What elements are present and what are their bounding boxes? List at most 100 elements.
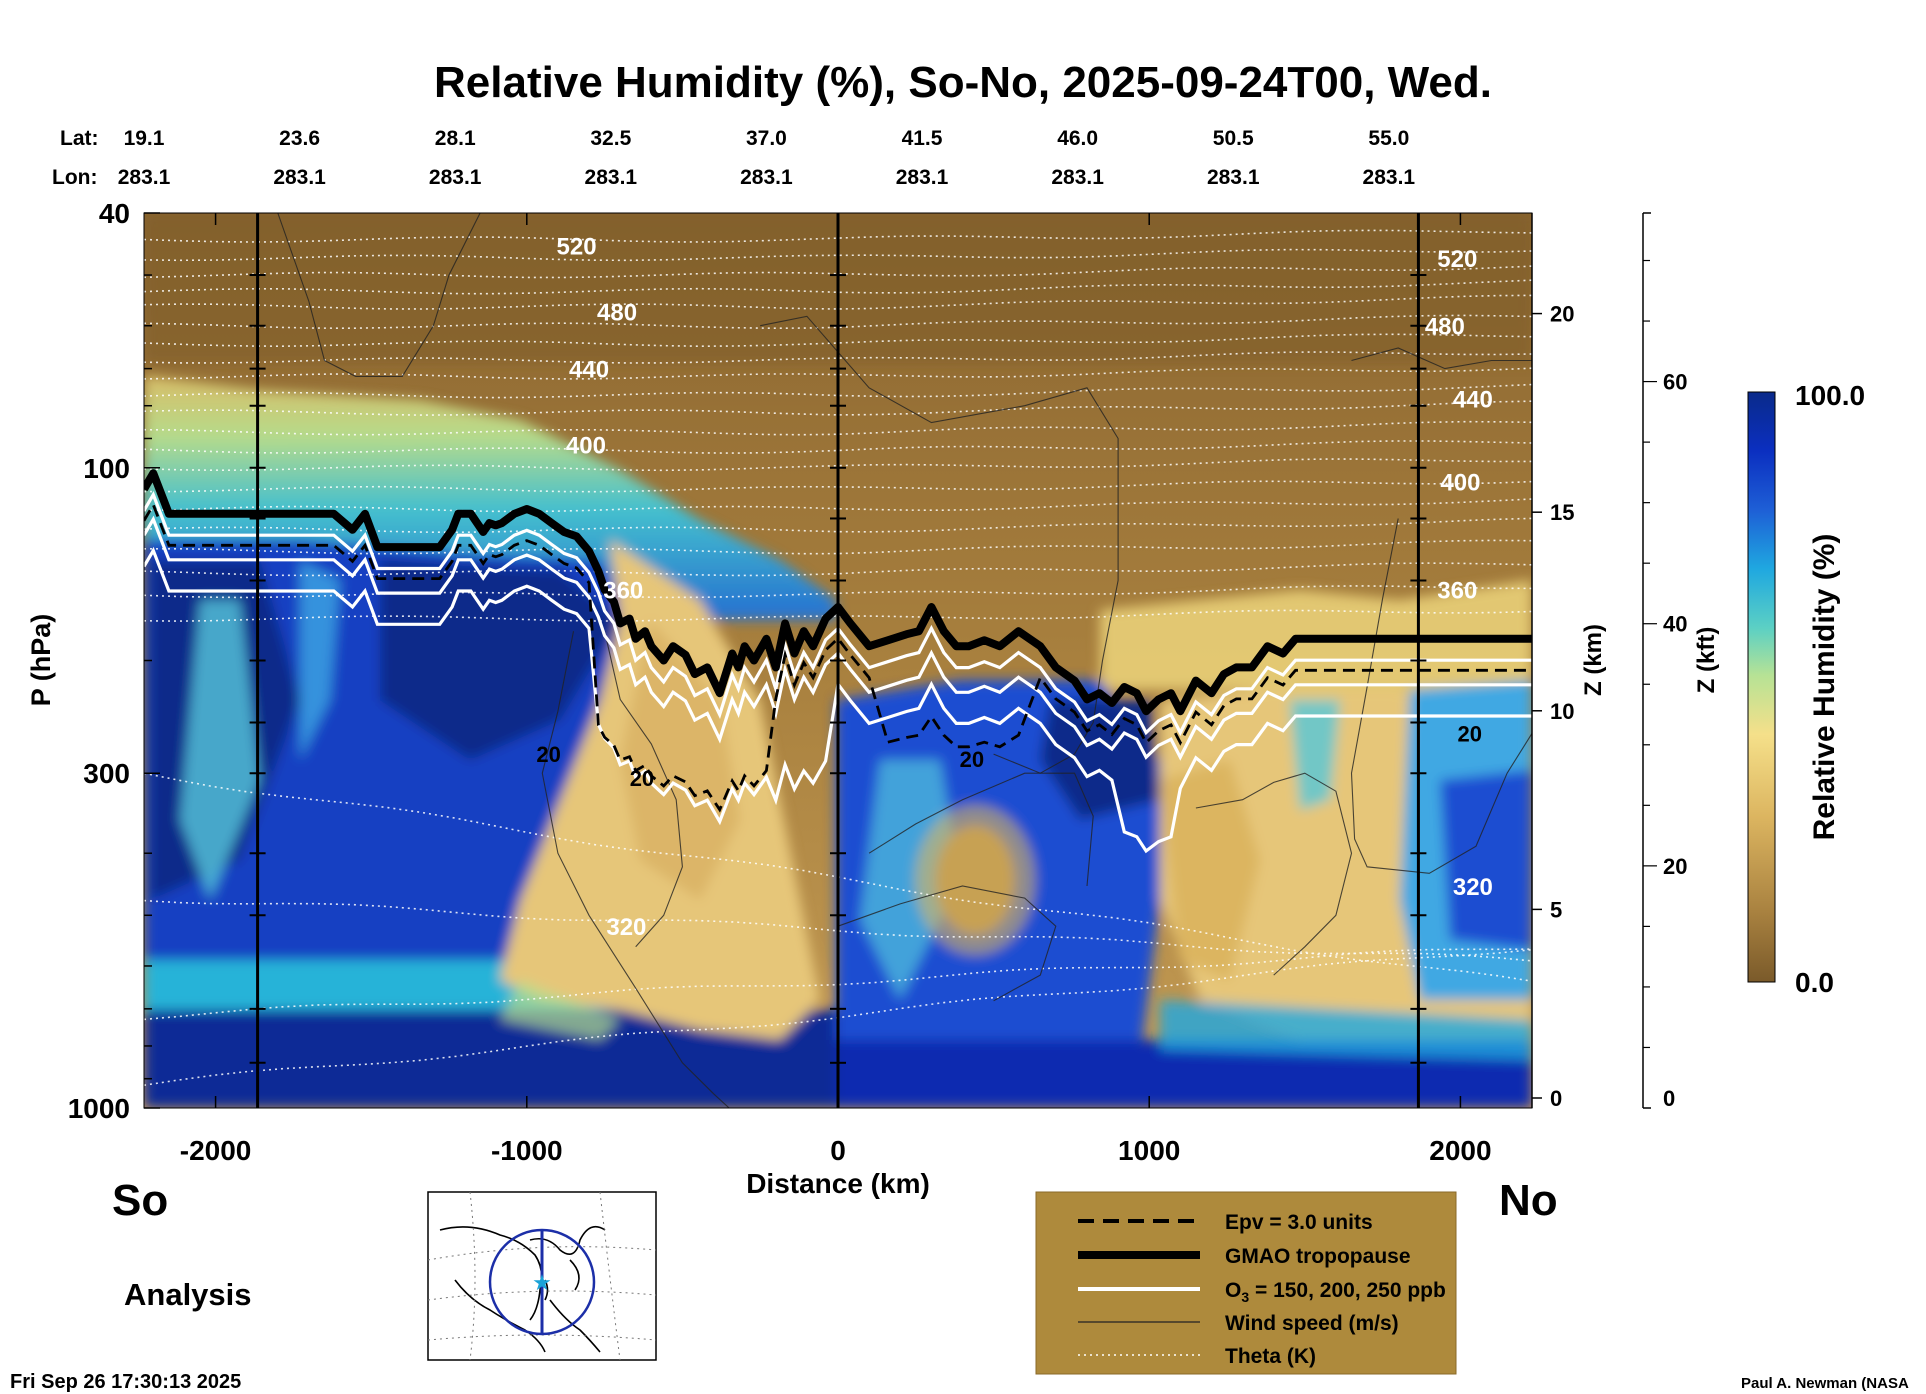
lat-value: 37.0 [746, 127, 787, 150]
epv-contours [144, 501, 1532, 813]
theta-label: 320 [1453, 874, 1493, 901]
x-axis-label: Distance (km) [746, 1168, 930, 1199]
lon-value: 283.1 [1207, 166, 1260, 189]
wind-contour [760, 315, 1119, 774]
z-kft-tick-label: 20 [1663, 854, 1687, 879]
theta-label: 440 [569, 357, 609, 384]
y-tick-label: 40 [99, 198, 130, 229]
z-km-tick-label: 0 [1550, 1086, 1562, 1111]
x-tick-label: 0 [830, 1135, 846, 1166]
lon-value: 283.1 [896, 166, 949, 189]
colorbar-title: Relative Humidity (%) [1808, 534, 1841, 841]
y-axis-pressure: 40 100 300 1000 [68, 198, 160, 1124]
wind-contour [277, 213, 481, 377]
z-kft-tick-label: 0 [1663, 1086, 1675, 1111]
wind-contour [541, 631, 730, 1108]
ozone-contours [144, 491, 1532, 854]
analysis-label: Analysis [124, 1277, 252, 1312]
x-axis: -2000 -1000 0 1000 2000 [180, 213, 1492, 1166]
z-kft-axis-label: Z (kft) [1693, 627, 1720, 694]
lat-value: 46.0 [1057, 127, 1098, 150]
lat-label: Lat: [60, 127, 99, 150]
wind-contour [604, 631, 683, 948]
wind-labels: 20 20 20 20 [536, 721, 1482, 790]
theta-contour [144, 899, 1532, 962]
wind-contour [1195, 772, 1353, 976]
y-tick-label: 300 [83, 758, 130, 789]
theta-label: 400 [1440, 469, 1480, 496]
y-axis-z-kft: 0 20 40 60 [1642, 212, 1687, 1111]
section-vertical-lines [249, 213, 1427, 1108]
y-tick-label: 100 [83, 453, 130, 484]
lat-value: 28.1 [435, 127, 476, 150]
colorbar: 100.0 0.0 Relative Humidity (%) [1747, 380, 1865, 998]
theta-label: 520 [1437, 246, 1477, 273]
theta-label: 480 [597, 299, 637, 326]
wind-label: 20 [1458, 721, 1482, 746]
lat-value: 23.6 [279, 127, 320, 150]
ozone-contour [144, 491, 1532, 737]
legend-label-wind: Wind speed (m/s) [1225, 1312, 1399, 1335]
north-label: No [1499, 1176, 1558, 1225]
legend-label-theta: Theta (K) [1225, 1345, 1316, 1368]
tropopause-path [144, 469, 1532, 716]
lon-value: 283.1 [429, 166, 482, 189]
legend: Epv = 3.0 units GMAO tropopause O3 = 150… [1035, 1191, 1457, 1375]
south-label: So [112, 1176, 168, 1225]
lon-value: 283.1 [118, 166, 171, 189]
wind-contour [1351, 347, 1532, 370]
lon-value: 283.1 [1051, 166, 1104, 189]
x-tick-label: -1000 [491, 1135, 563, 1166]
wind-contour [837, 885, 1057, 1002]
epv-contour [144, 501, 1532, 813]
lon-value: 283.1 [273, 166, 326, 189]
theta-label: 360 [1437, 578, 1477, 605]
tropopause-line [144, 469, 1532, 716]
x-tick-label: 2000 [1429, 1135, 1491, 1166]
lat-value: 32.5 [590, 127, 631, 150]
inset-center-marker-icon: ★ [532, 1270, 552, 1295]
theta-contour [144, 948, 1532, 1021]
theta-label: 480 [1425, 314, 1465, 341]
lat-value: 50.5 [1213, 127, 1254, 150]
lat-value: 55.0 [1368, 127, 1409, 150]
theta-label: 520 [557, 234, 597, 261]
theta-label: 360 [603, 578, 643, 605]
ozone-contour [144, 546, 1532, 854]
lon-label: Lon: [52, 166, 97, 189]
wind-label: 20 [960, 747, 984, 772]
z-km-tick-label: 20 [1550, 302, 1574, 327]
chart-title: Relative Humidity (%), So-No, 2025-09-24… [434, 58, 1492, 107]
legend-label-tropopause: GMAO tropopause [1225, 1245, 1411, 1268]
legend-label-ozone: O3 = 150, 200, 250 ppb [1225, 1279, 1446, 1305]
theta-label: 440 [1453, 387, 1493, 414]
x-tick-label: -2000 [180, 1135, 252, 1166]
z-km-tick-label: 15 [1550, 500, 1574, 525]
lat-value: 19.1 [124, 127, 165, 150]
heatmap-field [144, 213, 1532, 1108]
lat-value: 41.5 [902, 127, 943, 150]
wind-contour [868, 772, 1094, 887]
wind-label: 20 [630, 766, 654, 791]
credit: Paul A. Newman (NASA [1741, 1375, 1909, 1392]
x-tick-label: 1000 [1118, 1135, 1180, 1166]
wind-contours [277, 213, 1532, 1108]
timestamp: Fri Sep 26 17:30:13 2025 [10, 1371, 241, 1393]
y-axis-z-km: 0 5 10 15 20 [1531, 213, 1574, 1111]
y-tick-label: 1000 [68, 1093, 130, 1124]
theta-labels: 520 480 440 400 360 320 520 480 440 400 360 320 [557, 234, 1493, 941]
wind-label: 20 [536, 742, 560, 767]
lon-value: 283.1 [585, 166, 638, 189]
theta-label: 400 [566, 433, 606, 460]
colorbar-min-label: 0.0 [1795, 967, 1834, 998]
z-km-tick-label: 10 [1550, 699, 1574, 724]
inset-map: ★ [427, 1191, 657, 1361]
lat-lon-header: Lat: Lon: 19.1 283.1 23.6 283.1 28.1 283.1 32.… [52, 127, 1415, 189]
y-axis-label: P (hPa) [26, 614, 56, 707]
z-kft-tick-label: 60 [1663, 370, 1687, 395]
theta-label: 320 [606, 914, 646, 941]
z-km-axis-label: Z (km) [1580, 624, 1607, 696]
colorbar-max-label: 100.0 [1795, 380, 1865, 411]
